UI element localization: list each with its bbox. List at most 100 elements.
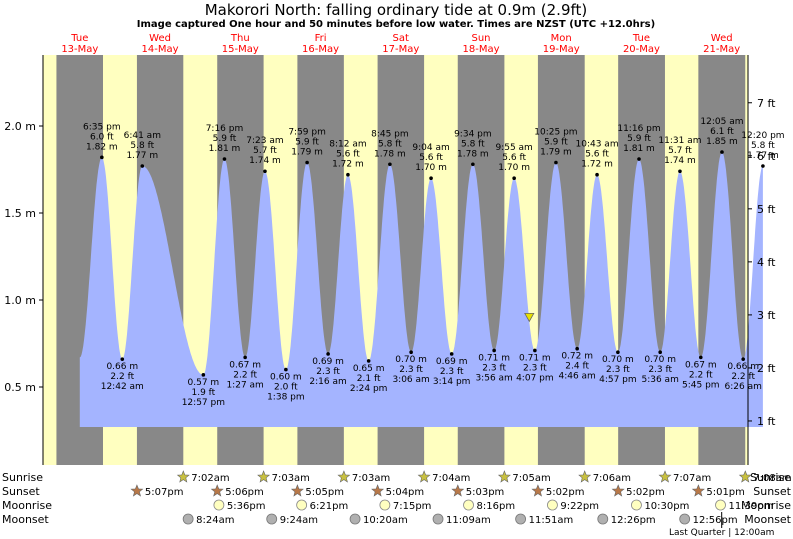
tide-extreme-label: 6:35 pm [83,122,121,132]
day-date: 17-May [382,44,419,55]
moonset-icon [515,513,527,525]
tide-extreme-point [346,172,350,177]
tide-extreme-label: 0.72 m [561,352,593,362]
sunrise-star-icon [257,470,271,483]
tide-extreme-label: 0.71 m [478,353,510,363]
tide-extreme-label: 0.65 m [353,364,385,374]
tide-extreme-label: 3:14 pm [433,377,471,387]
tide-extreme-point [140,164,145,168]
sunrise-time: 7:04am [432,473,470,484]
sunset-time: 5:02pm [626,487,665,498]
moonrise-time: 6:21pm [310,501,349,512]
moonrise-icon [631,499,642,511]
tide-extreme-label: 2.2 ft [110,372,134,382]
tide-extreme-point [388,162,392,167]
tide-extreme-label: 0.70 m [602,355,634,365]
sunset-time: 5:02pm [546,487,585,498]
tide-extreme-label: 5:45 pm [682,380,720,390]
tide-extreme-label: 5.9 ft [544,138,568,148]
y-tick-label-ft: 3 ft [757,309,776,322]
tide-extreme-label: 1.78 m [457,149,489,159]
sunrise-star-icon [578,470,592,483]
current-tide-marker [524,313,535,323]
tide-extreme-label: 1:27 am [226,380,263,390]
y-tick-label-m: 1.0 m [4,294,36,307]
tide-extreme-label: 2.3 ft [399,365,423,375]
tide-extreme-label: 1.81 m [209,144,241,154]
tide-extreme-point [409,350,413,355]
moon-phase-label: Last Quarter | 12:00am [669,528,774,538]
tide-extreme-label: 1.74 m [664,156,696,166]
tide-extreme-label: 1.72 m [332,160,364,170]
tide-extreme-label: 0.71 m [519,353,551,363]
tide-extreme-label: 10:25 pm [534,128,577,138]
tide-extreme-label: 1.77 m [126,151,158,161]
tide-extreme-point [326,352,330,356]
tide-extreme-label: 3:56 am [475,373,512,383]
tide-extreme-point [263,169,267,174]
moonrise-time: 11:39pm [729,501,774,512]
tide-extreme-label: 9:34 pm [454,129,492,139]
moonrise-time: 10:30pm [644,501,689,512]
sunrise-time: 7:02am [191,473,229,484]
sunrise-star-icon [497,470,511,483]
row-label-right: Sunset [753,485,791,498]
moonrise-icon [463,499,474,511]
day-name: Tue [632,33,650,44]
tide-extreme-point [637,157,641,161]
day-name: Wed [149,33,171,44]
tide-extreme-label: 2.1 ft [357,374,381,384]
tide-extreme-label: 2.3 ft [606,365,630,375]
tide-extreme-label: 4:46 am [558,372,595,382]
tide-extreme-label: 5.6 ft [336,150,360,160]
tide-extreme-point [449,352,454,356]
moonrise-time: 5:36pm [227,501,266,512]
tide-extreme-point [284,367,288,372]
y-tick-label-ft: 5 ft [757,203,776,216]
tide-extreme-label: 2.3 ft [316,367,340,377]
tide-extreme-point [554,160,558,165]
tide-extreme-label: 1.81 m [623,144,655,154]
sunset-star-icon [290,484,304,497]
tide-extreme-label: 5.9 ft [295,138,319,148]
sunrise-time: 7:05am [512,473,550,484]
tide-extreme-label: 5.7 ft [668,146,692,156]
moonrise-time: 7:15pm [393,501,432,512]
day-name: Wed [711,33,733,44]
sunset-time: 5:05pm [305,487,344,498]
tide-extreme-point [243,355,247,360]
tide-extreme-label: 2.2 ft [233,370,257,380]
tide-extreme-label: 1.70 m [498,163,530,173]
tide-extreme-label: 1.72 m [581,160,613,170]
tide-extreme-label: 2:24 pm [350,384,388,394]
tide-extreme-label: 0.69 m [312,357,344,367]
tide-extreme-label: 1.85 m [706,137,738,147]
moonset-time: 12:26pm [611,515,656,526]
moonrise-time: 8:16pm [477,501,516,512]
row-label-right: Sunrise [750,471,791,484]
tide-extreme-point [366,359,371,363]
tide-extreme-label: 2.4 ft [565,362,589,372]
tide-extreme-label: 2.0 ft [274,383,298,393]
sunrise-star-icon [337,470,351,483]
tide-extreme-label: 12:57 pm [182,398,225,408]
sunset-star-icon [130,484,144,497]
y-tick-label-ft: 4 ft [757,256,776,269]
tide-extreme-label: 1.79 m [540,148,572,158]
tide-extreme-label: 2.3 ft [482,363,506,373]
sunset-time: 5:01pm [706,487,745,498]
moonset-icon [349,513,361,525]
tide-extreme-label: 0.60 m [270,373,302,383]
sunset-star-icon [371,484,385,497]
tide-extreme-label: 8:12 am [329,140,366,150]
day-date: 13-May [61,44,98,55]
moonset-time: 12:56pm [693,515,738,526]
sunset-star-icon [451,484,465,497]
day-name: Sun [471,33,490,44]
day-date: 20-May [623,44,660,55]
tide-extreme-label: 12:42 am [101,382,144,392]
tide-extreme-point [658,350,662,355]
sunset-star-icon [691,484,705,497]
tide-extreme-point [533,348,537,353]
